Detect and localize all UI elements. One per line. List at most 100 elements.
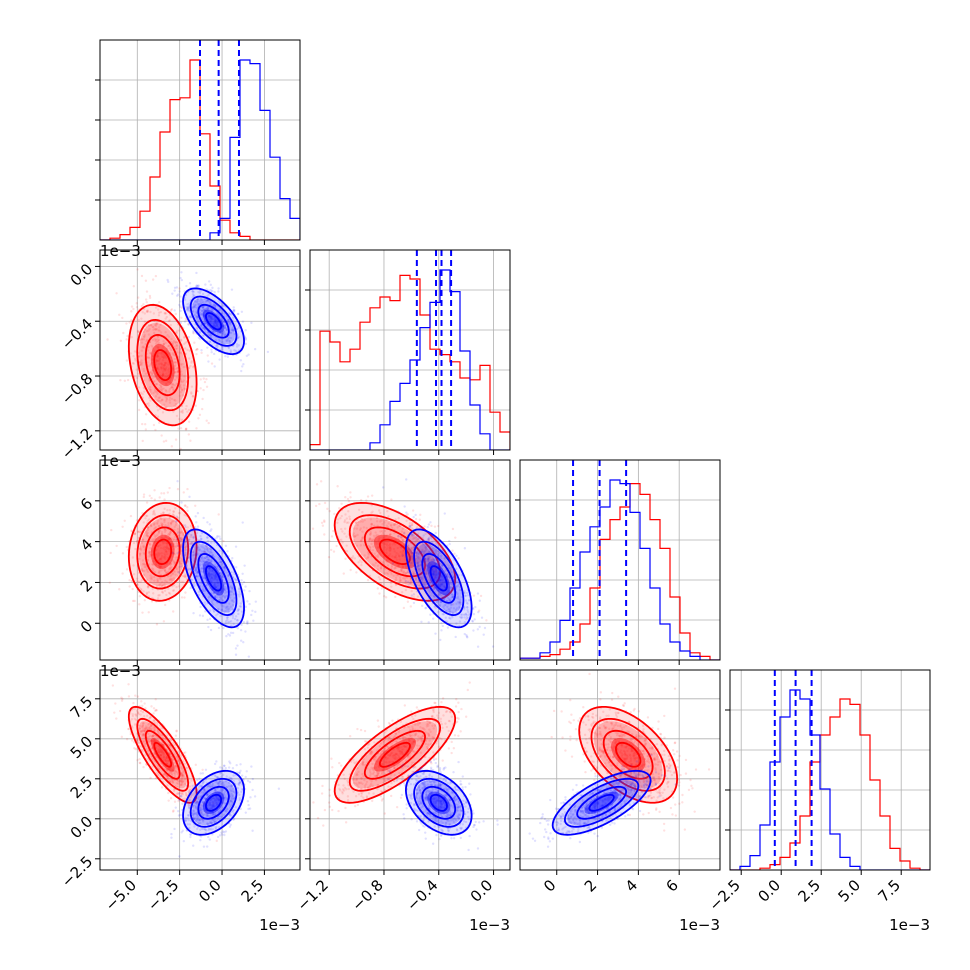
scatter-point [215, 579, 219, 582]
scatter-point [179, 410, 183, 413]
scatter-point [179, 362, 182, 366]
scatter-point [393, 567, 396, 570]
scatter-point [133, 532, 137, 535]
scatter-point [411, 557, 414, 560]
scatter-point [156, 730, 160, 733]
scatter-point [164, 767, 168, 770]
scatter-point [149, 363, 152, 366]
scatter-point [213, 365, 216, 368]
scatter-point [427, 556, 430, 559]
scatter-point [240, 610, 244, 613]
scatter-point [172, 584, 176, 587]
scatter-point [366, 495, 370, 498]
density-fill-2-2 [192, 298, 235, 345]
scatter-point [172, 365, 175, 369]
scatter-point [440, 564, 444, 567]
scatter-point [250, 613, 253, 617]
scatter-point [172, 552, 176, 555]
scatter-point [200, 312, 203, 316]
scatter-point [187, 538, 191, 542]
scatter-point [174, 573, 177, 576]
scatter-point [218, 339, 222, 343]
scatter-point [177, 516, 180, 520]
scatter-point [424, 571, 428, 574]
scatter-point [348, 517, 352, 521]
scatter-point [170, 562, 173, 566]
scatter-point [121, 552, 125, 555]
scatter-point [222, 566, 225, 570]
scatter-point [197, 542, 201, 546]
scatter-point [195, 284, 198, 287]
scatter-point [409, 556, 412, 559]
scatter-point [445, 594, 448, 598]
scatter-point [452, 575, 455, 579]
scatter-point [408, 525, 411, 528]
scatter-point [181, 362, 184, 366]
scatter-point [199, 337, 202, 341]
scatter-point [119, 339, 123, 342]
scatter-point [210, 548, 213, 551]
scatter-point [214, 324, 217, 327]
scatter-point [215, 566, 219, 570]
scatter-point [192, 302, 195, 306]
scatter-point [210, 309, 213, 313]
scatter-point [230, 585, 233, 588]
scatter-point [142, 590, 145, 593]
scatter-point [172, 552, 175, 555]
scatter-point [427, 558, 430, 561]
scatter-point [236, 312, 240, 316]
scatter-point [172, 559, 175, 562]
scatter-point [154, 389, 157, 392]
scatter-point [472, 607, 475, 611]
scatter-point [221, 599, 225, 602]
scatter-point [415, 551, 419, 555]
scatter-point [379, 567, 383, 570]
scatter-point [247, 655, 251, 658]
scatter-point [160, 554, 164, 558]
scatter-point [221, 312, 224, 315]
scatter-point [415, 576, 418, 579]
scatter-point [159, 384, 163, 388]
scatter-point [369, 518, 373, 521]
scatter-point [378, 552, 381, 555]
scatter-point [252, 619, 255, 622]
scatter-point [194, 567, 198, 570]
scatter-point [437, 590, 440, 593]
scatter-point [169, 537, 172, 541]
scatter-point [218, 331, 222, 335]
scatter-point [174, 312, 177, 316]
scatter-point [434, 632, 437, 635]
scatter-point [211, 602, 214, 605]
scatter-point [219, 597, 223, 601]
scatter-point [196, 348, 199, 351]
scatter-point [412, 515, 415, 519]
scatter-point [196, 554, 199, 557]
scatter-point [164, 439, 168, 443]
scatter-point [158, 407, 162, 411]
scatter-point [448, 598, 452, 601]
scatter-point [426, 525, 429, 529]
scatter-point [218, 331, 222, 335]
scatter-point [171, 551, 174, 555]
scatter-point [451, 586, 454, 590]
scatter-point [182, 384, 186, 387]
scatter-point [228, 321, 231, 324]
scatter-point [142, 493, 146, 496]
scatter-point [373, 536, 376, 540]
scatter-point [155, 623, 159, 626]
scatter-point [214, 565, 218, 568]
scatter-point [446, 596, 449, 599]
scatter-point [143, 312, 147, 315]
scatter-point [407, 546, 411, 549]
scatter-point [213, 317, 216, 321]
scatter-point [326, 507, 329, 511]
scatter-point [228, 339, 231, 343]
scatter-point [130, 335, 134, 339]
scatter-point [146, 585, 150, 588]
scatter-point [173, 398, 176, 402]
scatter-point [158, 594, 161, 597]
scatter-point [204, 556, 207, 559]
scatter-point [201, 397, 204, 401]
scatter-point [244, 630, 247, 633]
scatter-point [222, 594, 226, 597]
